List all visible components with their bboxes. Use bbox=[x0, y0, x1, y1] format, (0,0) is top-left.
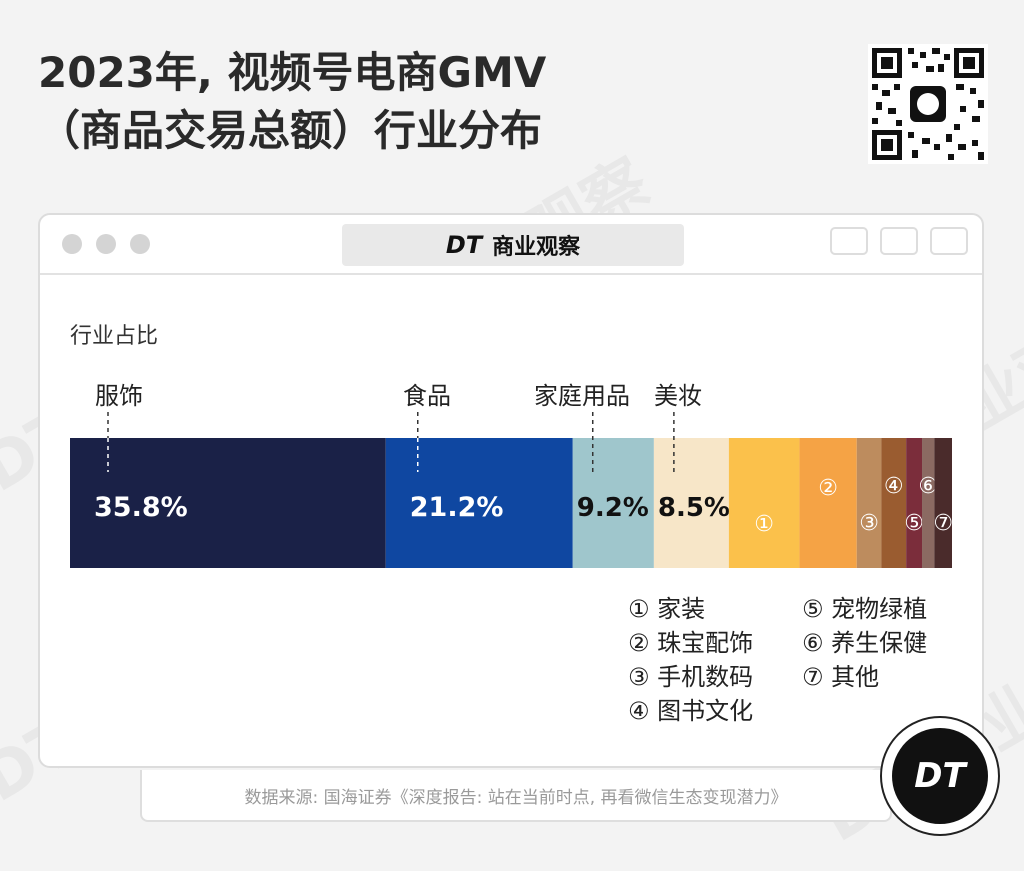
window-titlebar: DT 商业观察 bbox=[40, 215, 982, 275]
brand-name: 商业观察 bbox=[492, 235, 581, 260]
title-line-2: （商品交易总额）行业分布 bbox=[38, 106, 543, 155]
page-title: 2023年, 视频号电商GMV （商品交易总额）行业分布 bbox=[38, 44, 546, 160]
data-label-3: 8.5% bbox=[658, 493, 730, 523]
bar-segment-8 bbox=[906, 438, 923, 568]
record-icon[interactable] bbox=[830, 227, 868, 255]
brand-logo: DT bbox=[445, 231, 483, 259]
bar-segment-7 bbox=[881, 438, 907, 568]
bar-segment-2 bbox=[572, 438, 654, 568]
bar-segment-1 bbox=[385, 438, 573, 568]
chart-legend-column-2: ⑤ 宠物绿植 ⑥ 养生保健 ⑦ 其他 bbox=[802, 592, 927, 694]
zoom-icon[interactable] bbox=[130, 234, 150, 254]
close-icon[interactable] bbox=[62, 234, 82, 254]
data-label-0: 35.8% bbox=[94, 492, 188, 523]
minimize-icon[interactable] bbox=[96, 234, 116, 254]
category-label-apparel: 服饰 bbox=[95, 382, 143, 410]
chart-legend-column-1: ① 家装 ② 珠宝配饰 ③ 手机数码 ④ 图书文化 bbox=[628, 592, 753, 728]
legend-item: ⑥ 养生保健 bbox=[802, 629, 928, 657]
segment-marker-8: ⑤ bbox=[904, 511, 924, 536]
legend-item: ② 珠宝配饰 bbox=[628, 629, 754, 657]
data-source-footer: 数据来源: 国海证券《深度报告: 站在当前时点, 再看微信生态变现潜力》 bbox=[140, 770, 892, 822]
segment-marker-6: ③ bbox=[859, 511, 879, 536]
copy-icon[interactable] bbox=[930, 227, 968, 255]
legend-item: ③ 手机数码 bbox=[628, 663, 754, 691]
bar-segment-5 bbox=[799, 438, 857, 568]
window-tab[interactable]: DT 商业观察 bbox=[342, 224, 684, 266]
title-line-1: 2023年, 视频号电商GMV bbox=[38, 48, 547, 97]
qr-code-graphic bbox=[868, 44, 988, 164]
share-icon[interactable] bbox=[880, 227, 918, 255]
bar-segment-6 bbox=[856, 438, 882, 568]
bar-segment-3 bbox=[653, 438, 729, 568]
data-label-1: 21.2% bbox=[410, 492, 504, 523]
dt-badge: DT bbox=[880, 716, 1000, 836]
bar-segment-4 bbox=[728, 438, 800, 568]
segment-marker-7: ④ bbox=[884, 474, 904, 499]
segment-marker-5: ② bbox=[818, 476, 838, 501]
legend-item: ① 家装 bbox=[628, 595, 706, 623]
segment-marker-9: ⑥ bbox=[918, 474, 938, 499]
bar-segment-10 bbox=[934, 438, 952, 568]
legend-item: ④ 图书文化 bbox=[628, 697, 754, 725]
segment-marker-10: ⑦ bbox=[933, 511, 953, 536]
bar-segment-0 bbox=[70, 438, 386, 568]
legend-item: ⑤ 宠物绿植 bbox=[802, 595, 928, 623]
bar-segment-9 bbox=[922, 438, 935, 568]
segment-marker-4: ① bbox=[754, 512, 774, 537]
data-label-2: 9.2% bbox=[577, 493, 649, 523]
category-label-beauty: 美妆 bbox=[654, 382, 702, 410]
qr-code-icon bbox=[868, 44, 988, 164]
legend-item: ⑦ 其他 bbox=[802, 663, 880, 691]
dt-badge-logo: DT bbox=[892, 728, 988, 824]
category-label-food: 食品 bbox=[403, 382, 451, 410]
data-source-text: 数据来源: 国海证券《深度报告: 站在当前时点, 再看微信生态变现潜力》 bbox=[244, 787, 788, 808]
category-label-home-goods: 家庭用品 bbox=[534, 382, 630, 410]
chart-ylabel: 行业占比 bbox=[70, 324, 159, 349]
